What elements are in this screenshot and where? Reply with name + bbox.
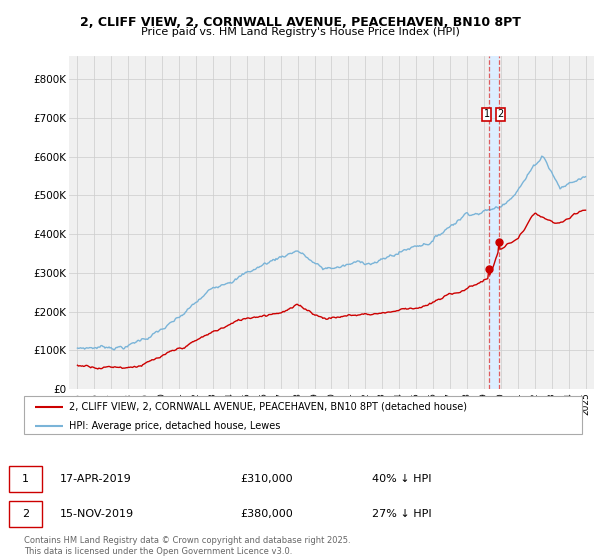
Text: Price paid vs. HM Land Registry's House Price Index (HPI): Price paid vs. HM Land Registry's House … [140, 27, 460, 37]
Text: 2, CLIFF VIEW, 2, CORNWALL AVENUE, PEACEHAVEN, BN10 8PT: 2, CLIFF VIEW, 2, CORNWALL AVENUE, PEACE… [80, 16, 520, 29]
Text: 1: 1 [484, 109, 490, 119]
Text: Contains HM Land Registry data © Crown copyright and database right 2025.
This d: Contains HM Land Registry data © Crown c… [24, 536, 350, 556]
Text: 17-APR-2019: 17-APR-2019 [60, 474, 132, 484]
Bar [489, 56, 499, 389]
Text: 2, CLIFF VIEW, 2, CORNWALL AVENUE, PEACEHAVEN, BN10 8PT (detached house): 2, CLIFF VIEW, 2, CORNWALL AVENUE, PEACE… [68, 402, 467, 412]
Text: HPI: Average price, detached house, Lewes: HPI: Average price, detached house, Lewe… [68, 421, 280, 431]
FancyBboxPatch shape [24, 396, 582, 434]
Text: £380,000: £380,000 [240, 509, 293, 519]
Text: 15-NOV-2019: 15-NOV-2019 [60, 509, 134, 519]
Text: 1: 1 [22, 474, 29, 484]
Text: 2: 2 [22, 509, 29, 519]
Text: 40% ↓ HPI: 40% ↓ HPI [372, 474, 431, 484]
Text: 27% ↓ HPI: 27% ↓ HPI [372, 509, 431, 519]
Text: 2: 2 [498, 109, 504, 119]
Text: £310,000: £310,000 [240, 474, 293, 484]
